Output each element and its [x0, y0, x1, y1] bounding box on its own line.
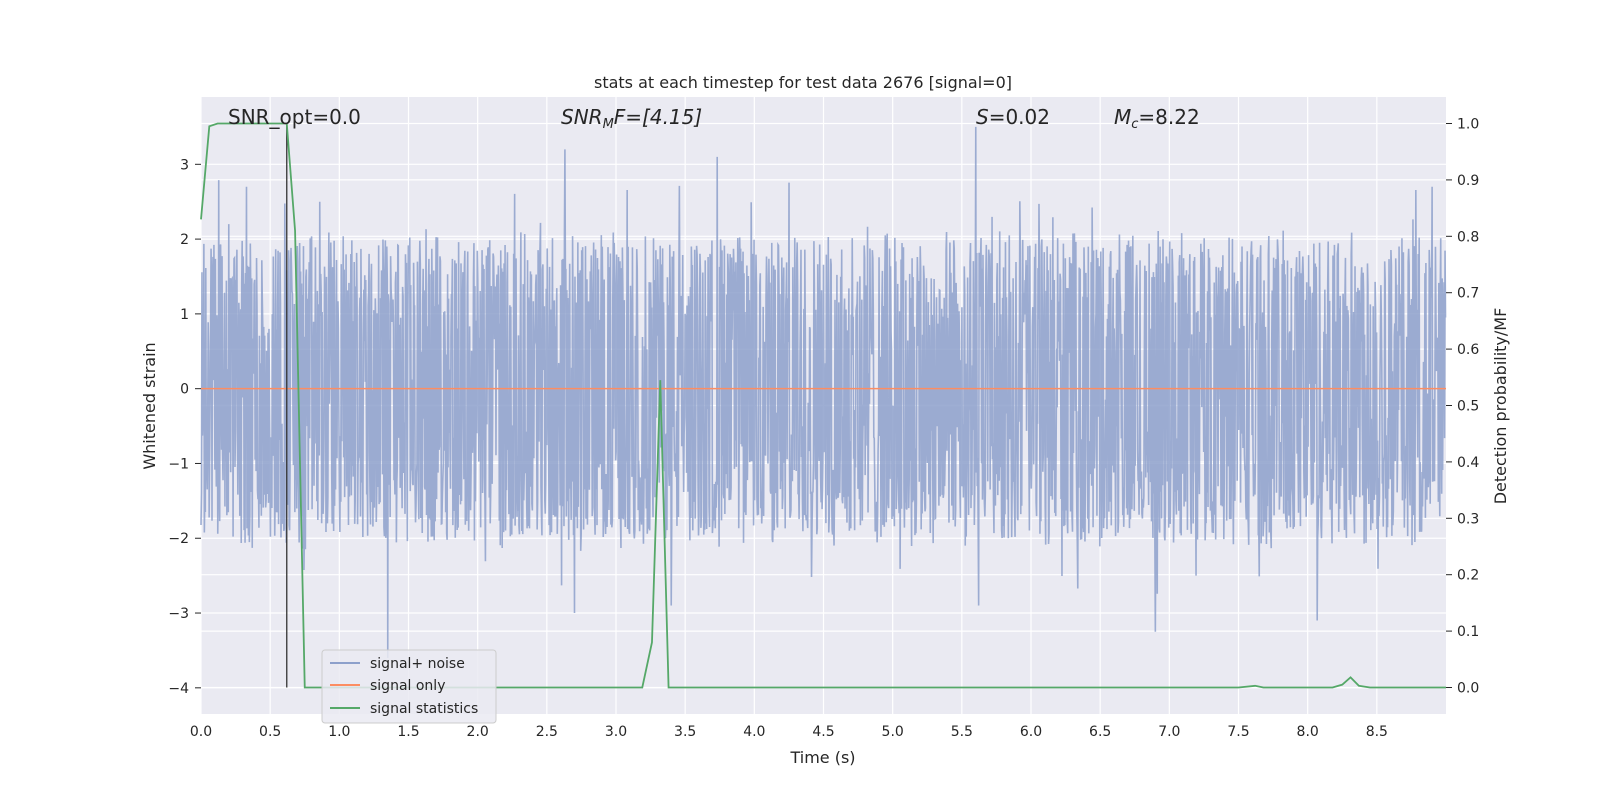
x-tick-label: 7.0 — [1158, 724, 1180, 740]
x-tick-label: 0.0 — [190, 724, 212, 740]
x-tick-label: 5.0 — [882, 724, 904, 740]
y-tick-left-label: 1 — [180, 307, 189, 323]
x-tick-label: 4.5 — [812, 724, 834, 740]
y-tick-right-label: 0.8 — [1457, 229, 1479, 245]
y-tick-left-label: −2 — [168, 531, 189, 547]
y-tick-left-label: 3 — [180, 157, 189, 173]
x-tick-label: 8.0 — [1297, 724, 1319, 740]
legend-label-signal-noise: signal+ noise — [370, 656, 465, 672]
y-tick-right-label: 0.9 — [1457, 173, 1479, 189]
x-tick-label: 1.5 — [397, 724, 419, 740]
y-axis-right-label: Detection probability/MF — [1491, 308, 1510, 505]
signal-noise-path — [200, 126, 1447, 658]
y-tick-right-label: 0.5 — [1457, 399, 1479, 415]
x-tick-label: 3.0 — [605, 724, 627, 740]
legend-label-signal-only: signal only — [370, 678, 445, 694]
x-tick-label: 0.5 — [259, 724, 281, 740]
chart-title: stats at each timestep for test data 267… — [594, 73, 1012, 92]
snr-mf-annotation: SNRMF=[4.15] — [561, 105, 702, 132]
snr-opt-annotation: SNR_opt=0.0 — [228, 105, 361, 129]
y-axis-left-ticks: 3 2 1 0 −1 −2 −3 −4 — [168, 157, 201, 697]
y-tick-right-label: 0.0 — [1457, 680, 1479, 696]
y-tick-right-label: 0.7 — [1457, 286, 1479, 302]
legend-box — [321, 649, 497, 724]
signal-noise-series — [200, 126, 1447, 658]
x-tick-label: 3.5 — [674, 724, 696, 740]
x-axis-ticks: 0.0 0.5 1.0 1.5 2.0 2.5 3.0 3.5 4.0 4.5 5.0 5.5 6.0 6… — [190, 724, 1388, 740]
y-tick-left-label: 2 — [180, 232, 189, 248]
legend-label-signal-statistics: signal statistics — [370, 701, 478, 717]
y-tick-left-label: −3 — [168, 606, 189, 622]
x-tick-label: 2.0 — [467, 724, 489, 740]
y-tick-right-label: 0.4 — [1457, 455, 1479, 471]
x-tick-label: 6.0 — [1020, 724, 1042, 740]
x-tick-label: 5.5 — [951, 724, 973, 740]
y-axis-left-label: Whitened strain — [140, 342, 159, 469]
x-tick-label: 6.5 — [1089, 724, 1111, 740]
y-tick-right-label: 0.1 — [1457, 624, 1479, 640]
signal-statistics-line — [200, 122, 1446, 689]
y-tick-left-label: 0 — [180, 382, 189, 398]
x-tick-label: 1.0 — [328, 724, 350, 740]
y-tick-right-label: 0.3 — [1457, 511, 1479, 527]
y-tick-right-label: 0.2 — [1457, 568, 1479, 584]
y-axis-right-ticks: 1.0 0.9 0.8 0.7 0.6 0.5 0.4 0.3 0.2 0.1 0.0 — [1446, 117, 1479, 696]
x-tick-label: 7.5 — [1227, 724, 1249, 740]
legend: signal+ noise signal only signal statist… — [321, 649, 497, 724]
x-tick-label: 4.0 — [743, 724, 765, 740]
y-tick-left-label: −4 — [168, 681, 189, 697]
y-tick-left-label: −1 — [168, 456, 189, 472]
x-axis-label: Time (s) — [789, 748, 855, 767]
x-tick-label: 2.5 — [536, 724, 558, 740]
s-annotation: S=0.02 — [976, 105, 1050, 129]
y-tick-right-label: 0.6 — [1457, 342, 1479, 358]
mc-annotation: Mc=8.22 — [1114, 105, 1200, 132]
x-tick-label: 8.5 — [1366, 724, 1388, 740]
y-tick-right-label: 1.0 — [1457, 117, 1479, 133]
